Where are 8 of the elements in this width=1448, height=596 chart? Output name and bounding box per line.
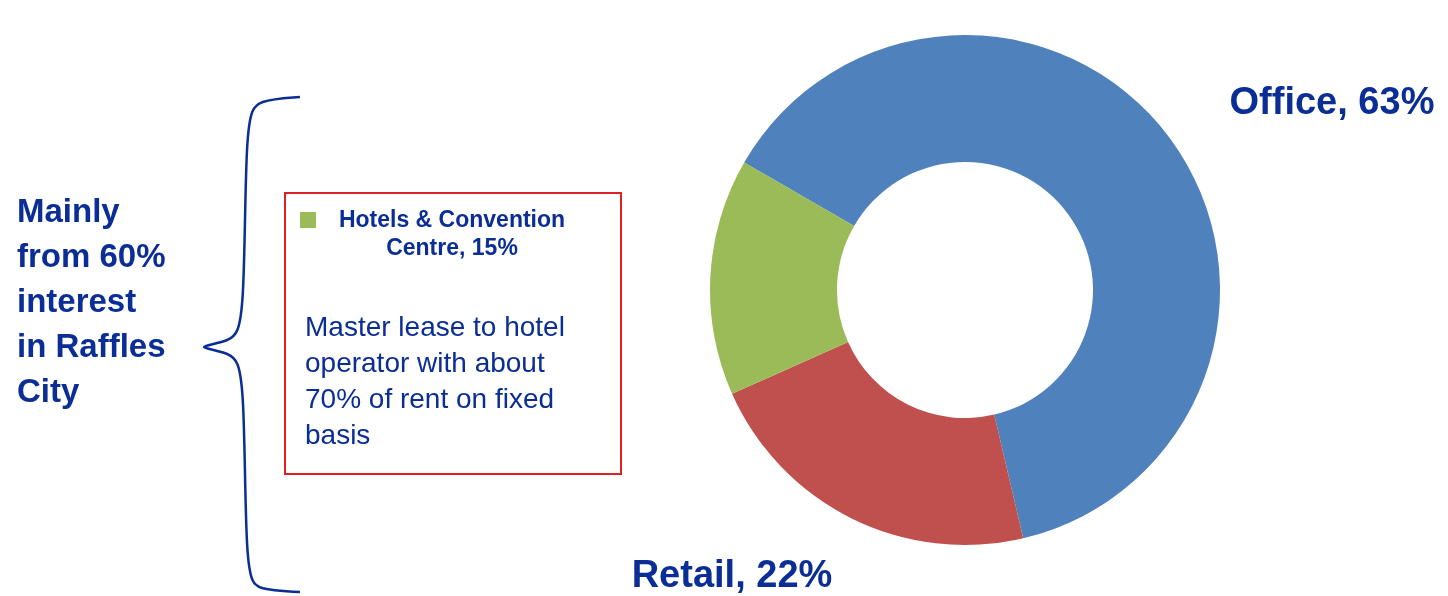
text: Master lease to hotel operator with about 70% of rent on fixed basis (305, 311, 565, 450)
slice-label: Office, 63% (1229, 80, 1435, 122)
slice-label: Retail, 22% (631, 553, 833, 595)
donut-slice (744, 35, 1220, 539)
text: Mainly from 60% interest in Raffles City (17, 192, 166, 409)
donut-slice (710, 162, 855, 394)
donut-slice (732, 342, 1024, 545)
legend-label: Hotels & Convention Centre, 15% (338, 206, 566, 260)
